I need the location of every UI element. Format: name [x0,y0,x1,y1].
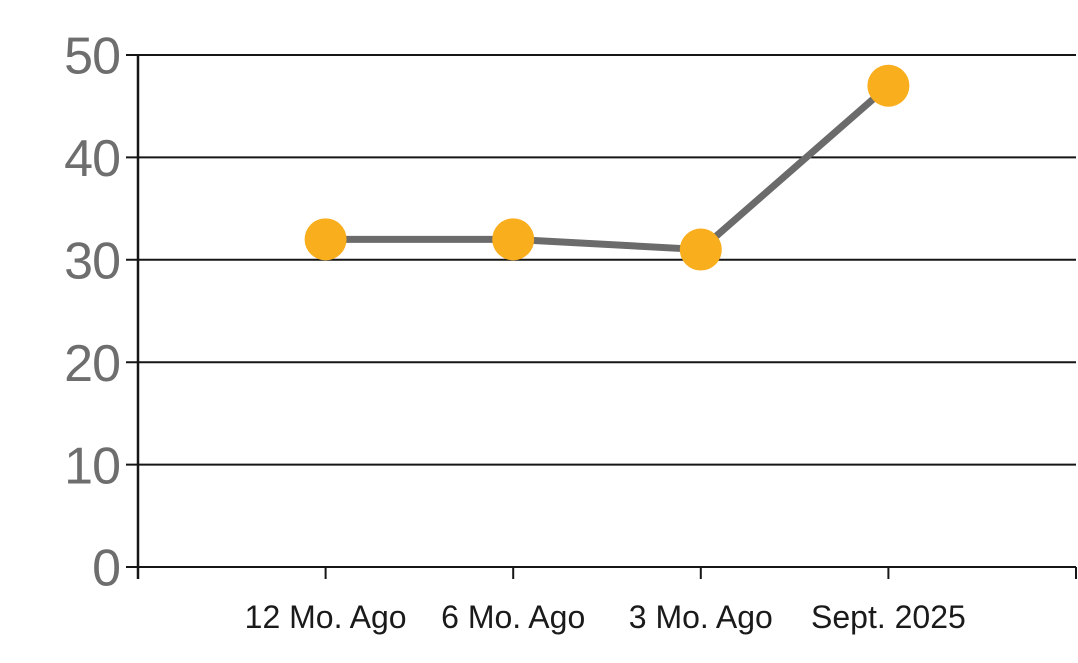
y-axis-tick-label: 40 [64,130,120,188]
data-point-marker [304,218,347,261]
y-axis-tick-label: 20 [64,335,120,393]
x-axis-category-label: 12 Mo. Ago [245,599,407,635]
data-point-marker [867,64,910,107]
y-axis-tick-label: 50 [64,28,120,86]
data-point-marker [679,228,722,271]
x-axis-category-label: Sept. 2025 [811,599,966,635]
y-axis-tick-label: 10 [64,437,120,495]
y-axis-tick-label: 0 [92,540,120,598]
series-line [322,82,892,254]
x-axis-category-label: 6 Mo. Ago [441,599,585,635]
y-axis-tick-label: 30 [64,233,120,291]
data-point-marker [492,218,535,261]
x-axis-category-label: 3 Mo. Ago [629,599,773,635]
